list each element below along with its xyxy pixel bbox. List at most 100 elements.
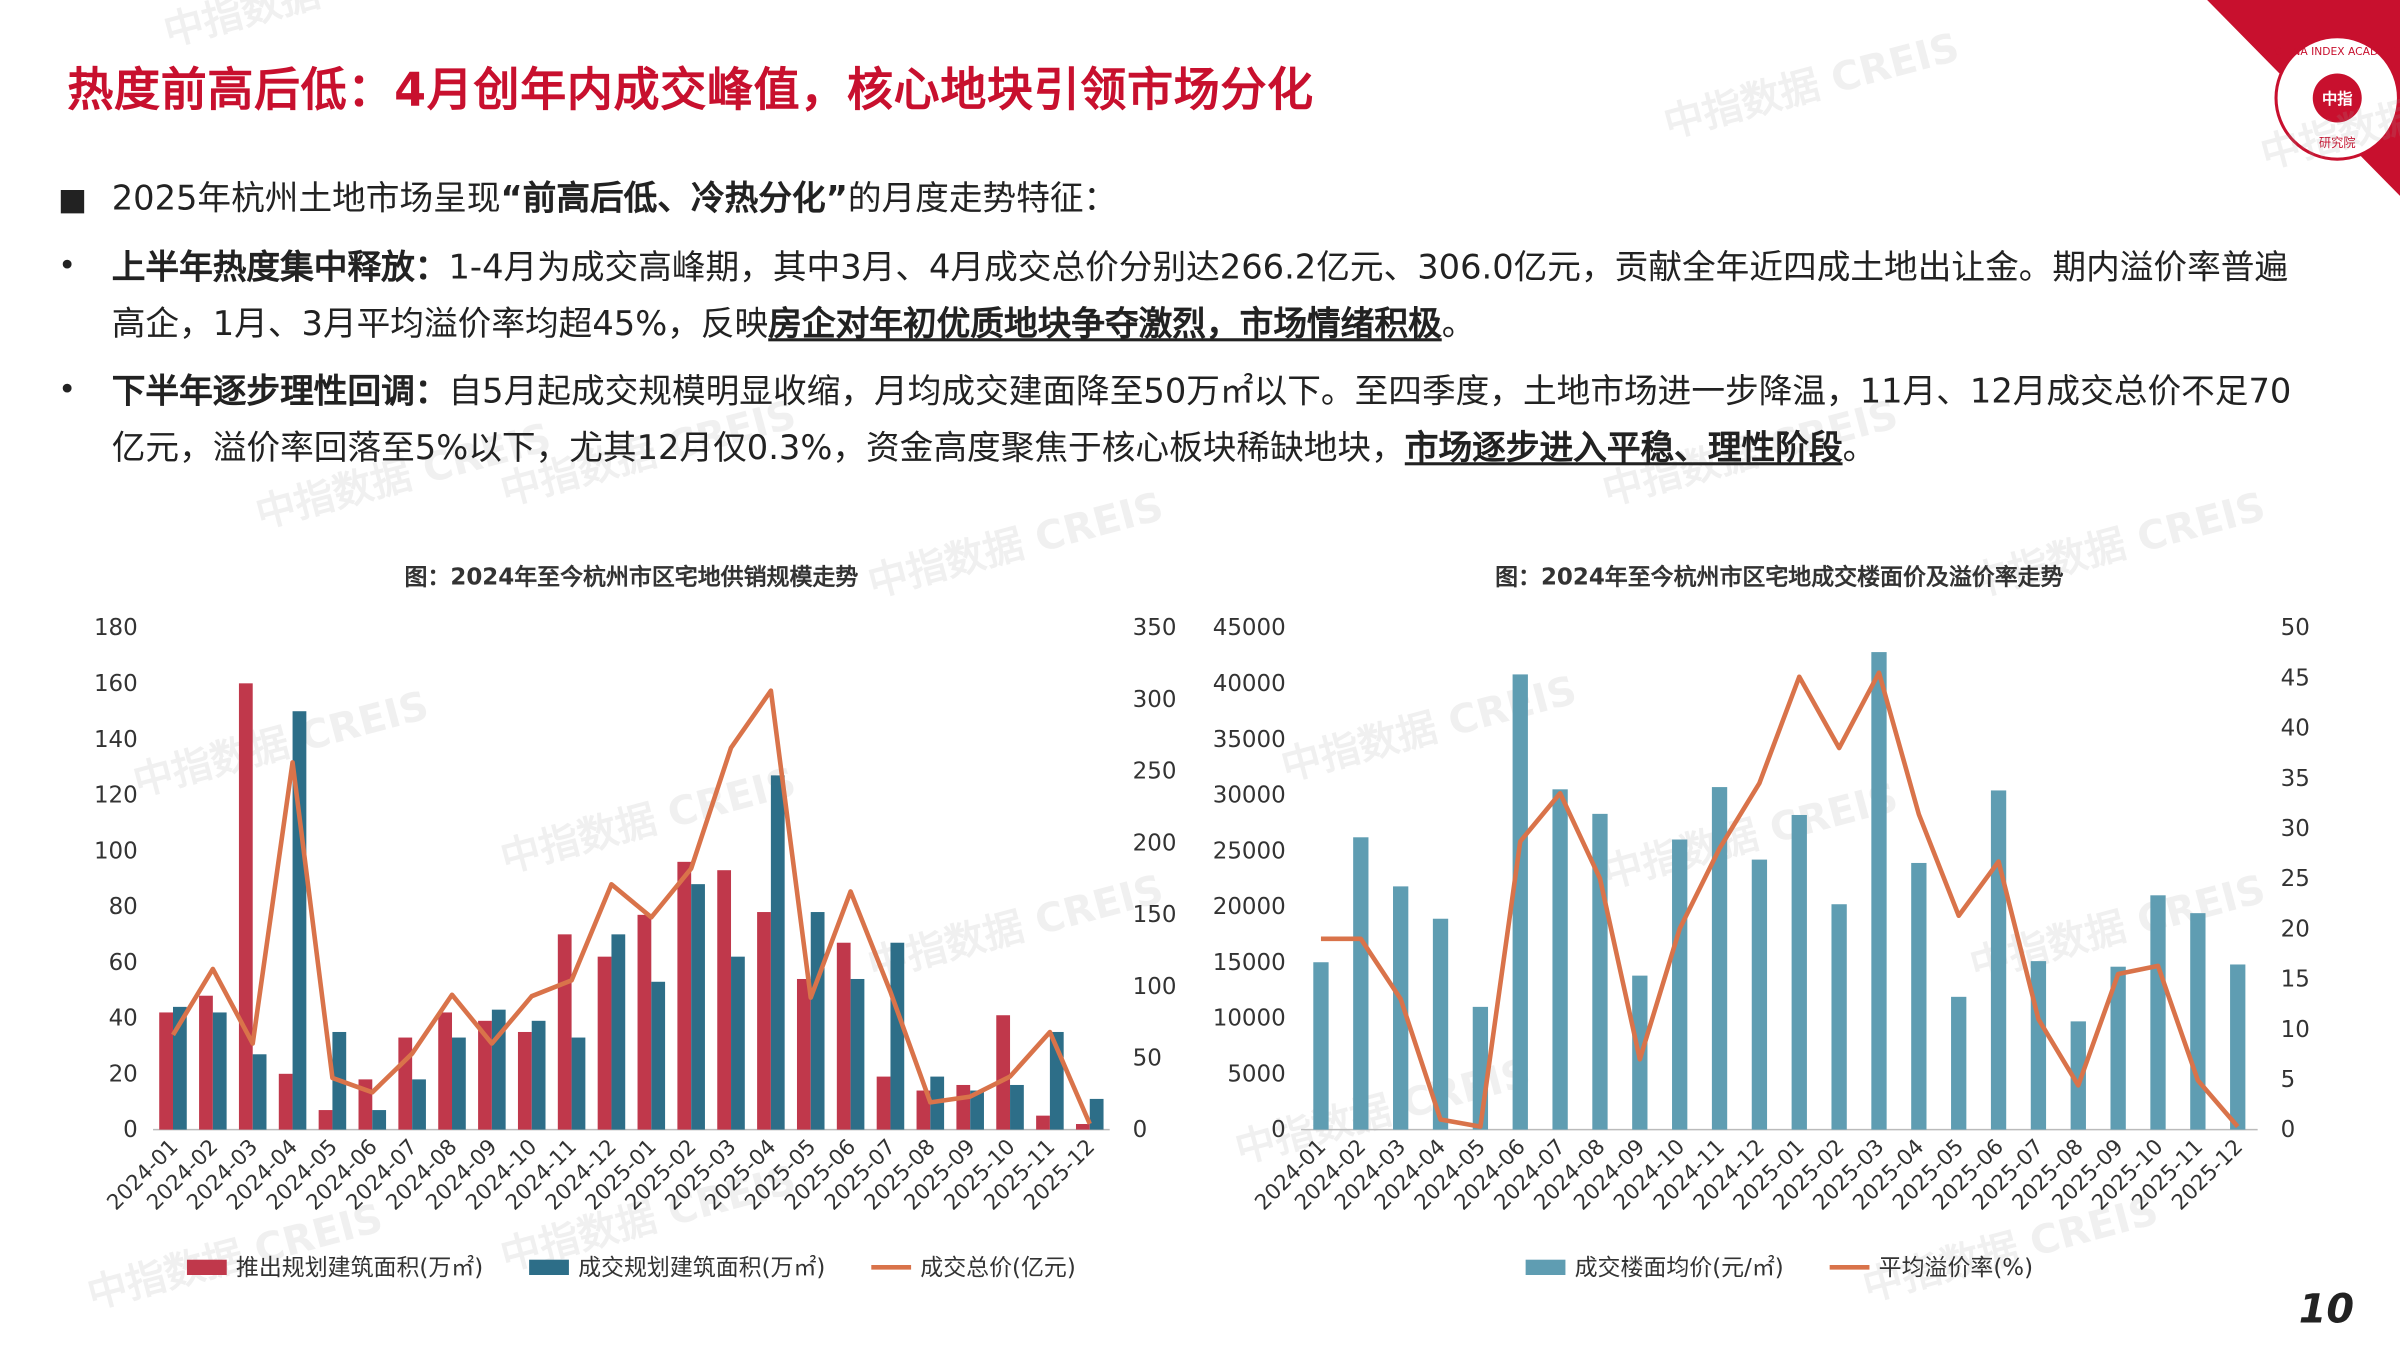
bar xyxy=(238,683,253,1130)
bar xyxy=(1010,1084,1024,1130)
y-tick-label: 40 xyxy=(109,1006,138,1032)
bar xyxy=(2070,1021,2086,1130)
bar xyxy=(278,1073,293,1130)
legend: 成交楼面均价(元/㎡) 平均溢价率(%) xyxy=(1525,1255,2033,1281)
y2-tick-label: 50 xyxy=(2281,615,2310,641)
y-tick-label: 0 xyxy=(1271,1117,1286,1143)
bar xyxy=(731,956,745,1130)
bar xyxy=(956,1084,971,1130)
bar xyxy=(478,1020,492,1130)
bar xyxy=(1831,904,1847,1130)
text: 的月度走势特征： xyxy=(847,180,1118,219)
y-tick-label: 15000 xyxy=(1213,950,1286,976)
legend-swatch xyxy=(1525,1259,1566,1275)
bar xyxy=(597,956,612,1130)
legend: 推出规划建筑面积(万㎡) 成交规划建筑面积(万㎡) 成交总价(亿元) xyxy=(186,1255,1076,1281)
bar xyxy=(691,884,705,1130)
legend-label: 成交总价(亿元) xyxy=(920,1255,1076,1281)
bar xyxy=(159,1012,173,1130)
text-bold: “前高后低、冷热分化” xyxy=(500,180,848,219)
bar xyxy=(836,942,851,1130)
legend-swatch xyxy=(186,1259,227,1275)
bar xyxy=(1552,789,1568,1130)
watermark: 中指数据 CREIS xyxy=(1659,24,1964,147)
y2-tick-label: 35 xyxy=(2281,766,2310,792)
line xyxy=(1320,670,2240,1129)
bar xyxy=(1075,1124,1090,1130)
bar xyxy=(412,1079,426,1130)
logo-sub: 研究院 xyxy=(2319,135,2356,150)
y-tick-label: 60 xyxy=(109,950,138,976)
bar xyxy=(651,981,666,1130)
y-tick-label: 0 xyxy=(123,1117,138,1143)
watermark: 中指数据 CREIS xyxy=(496,759,801,882)
bar xyxy=(1751,859,1768,1130)
y2-tick-label: 100 xyxy=(1133,974,1177,1000)
watermark: 中指数据 CREIS xyxy=(159,0,464,56)
y-tick-label: 5000 xyxy=(1227,1061,1285,1087)
bullet-dot: • xyxy=(58,370,77,408)
bar xyxy=(1036,1115,1050,1130)
bar xyxy=(1432,918,1449,1130)
y2-tick-label: 10 xyxy=(2281,1017,2310,1043)
bar xyxy=(292,711,307,1130)
y2-tick-label: 45 xyxy=(2281,665,2310,691)
bar xyxy=(717,870,732,1130)
bar xyxy=(172,1006,187,1130)
bar xyxy=(2030,961,2047,1130)
y2-tick-label: 30 xyxy=(2281,816,2310,842)
bar xyxy=(1711,787,1728,1130)
bar xyxy=(1353,837,1369,1130)
bar xyxy=(557,934,572,1130)
y-tick-label: 45000 xyxy=(1213,615,1286,641)
y-tick-label: 120 xyxy=(94,783,138,809)
bar xyxy=(2230,964,2246,1130)
slide-title: 热度前高后低：4月创年内成交峰值，核心地块引领市场分化 xyxy=(67,64,1314,118)
legend-label: 推出规划建筑面积(万㎡) xyxy=(236,1255,483,1281)
bar xyxy=(1871,652,1887,1130)
watermark: 中指数据 CREIS xyxy=(863,866,1168,989)
bar xyxy=(1592,813,1608,1130)
line xyxy=(171,688,1092,1125)
text: 。 xyxy=(1441,306,1476,345)
text-bold: 上半年热度集中释放： xyxy=(111,249,449,288)
bar xyxy=(996,1015,1011,1130)
bar xyxy=(372,1110,387,1130)
logo-en: CHINA INDEX ACADEMY xyxy=(2274,45,2400,58)
y-tick-label: 80 xyxy=(109,894,138,920)
y2-tick-label: 0 xyxy=(2281,1117,2296,1143)
chart-title: 图：2024年至今杭州市区宅地成交楼面价及溢价率走势 xyxy=(1495,564,2064,591)
text-highlight: 市场逐步进入平稳、理性阶段 xyxy=(1404,430,1843,469)
y2-tick-label: 5 xyxy=(2281,1067,2296,1093)
legend-label: 平均溢价率(%) xyxy=(1879,1255,2033,1281)
y-tick-label: 25000 xyxy=(1213,838,1286,864)
bar xyxy=(757,912,771,1130)
y-tick-label: 180 xyxy=(94,615,138,641)
y2-tick-label: 350 xyxy=(1133,615,1177,641)
watermark: 中指数据 CREIS xyxy=(128,683,433,806)
bullet-2: 下半年逐步理性回调：自5月起成交规模明显收缩，月均成交建面降至50万㎡以下。至四… xyxy=(112,364,2301,477)
bullet-1: 上半年热度集中释放：1-4月为成交高峰期，其中3月、4月成交总价分别达266.2… xyxy=(112,240,2301,353)
y-tick-label: 100 xyxy=(94,838,138,864)
y2-tick-label: 15 xyxy=(2281,967,2310,993)
y2-tick-label: 300 xyxy=(1133,687,1177,713)
text-highlight: 房企对年初优质地块争夺激烈，市场情绪积极 xyxy=(768,306,1442,345)
bar xyxy=(398,1037,413,1130)
bar xyxy=(1672,839,1688,1130)
y-tick-label: 20000 xyxy=(1213,894,1286,920)
y-tick-label: 30000 xyxy=(1213,783,1286,809)
page-number: 10 xyxy=(2299,1286,2354,1332)
text: 1-4月为成交高峰期，其中3月、4月成交总价分别达266.2亿元、306.0亿元… xyxy=(111,249,2289,345)
logo-core xyxy=(2312,73,2362,123)
bar xyxy=(531,1020,546,1130)
bar xyxy=(890,942,905,1130)
y2-tick-label: 50 xyxy=(1133,1046,1162,1072)
text: 。 xyxy=(1842,430,1877,469)
y2-tick-label: 0 xyxy=(1133,1117,1148,1143)
bar xyxy=(916,1090,931,1130)
y2-tick-label: 250 xyxy=(1133,759,1177,785)
bar xyxy=(212,1012,227,1130)
bar xyxy=(1951,996,1967,1130)
